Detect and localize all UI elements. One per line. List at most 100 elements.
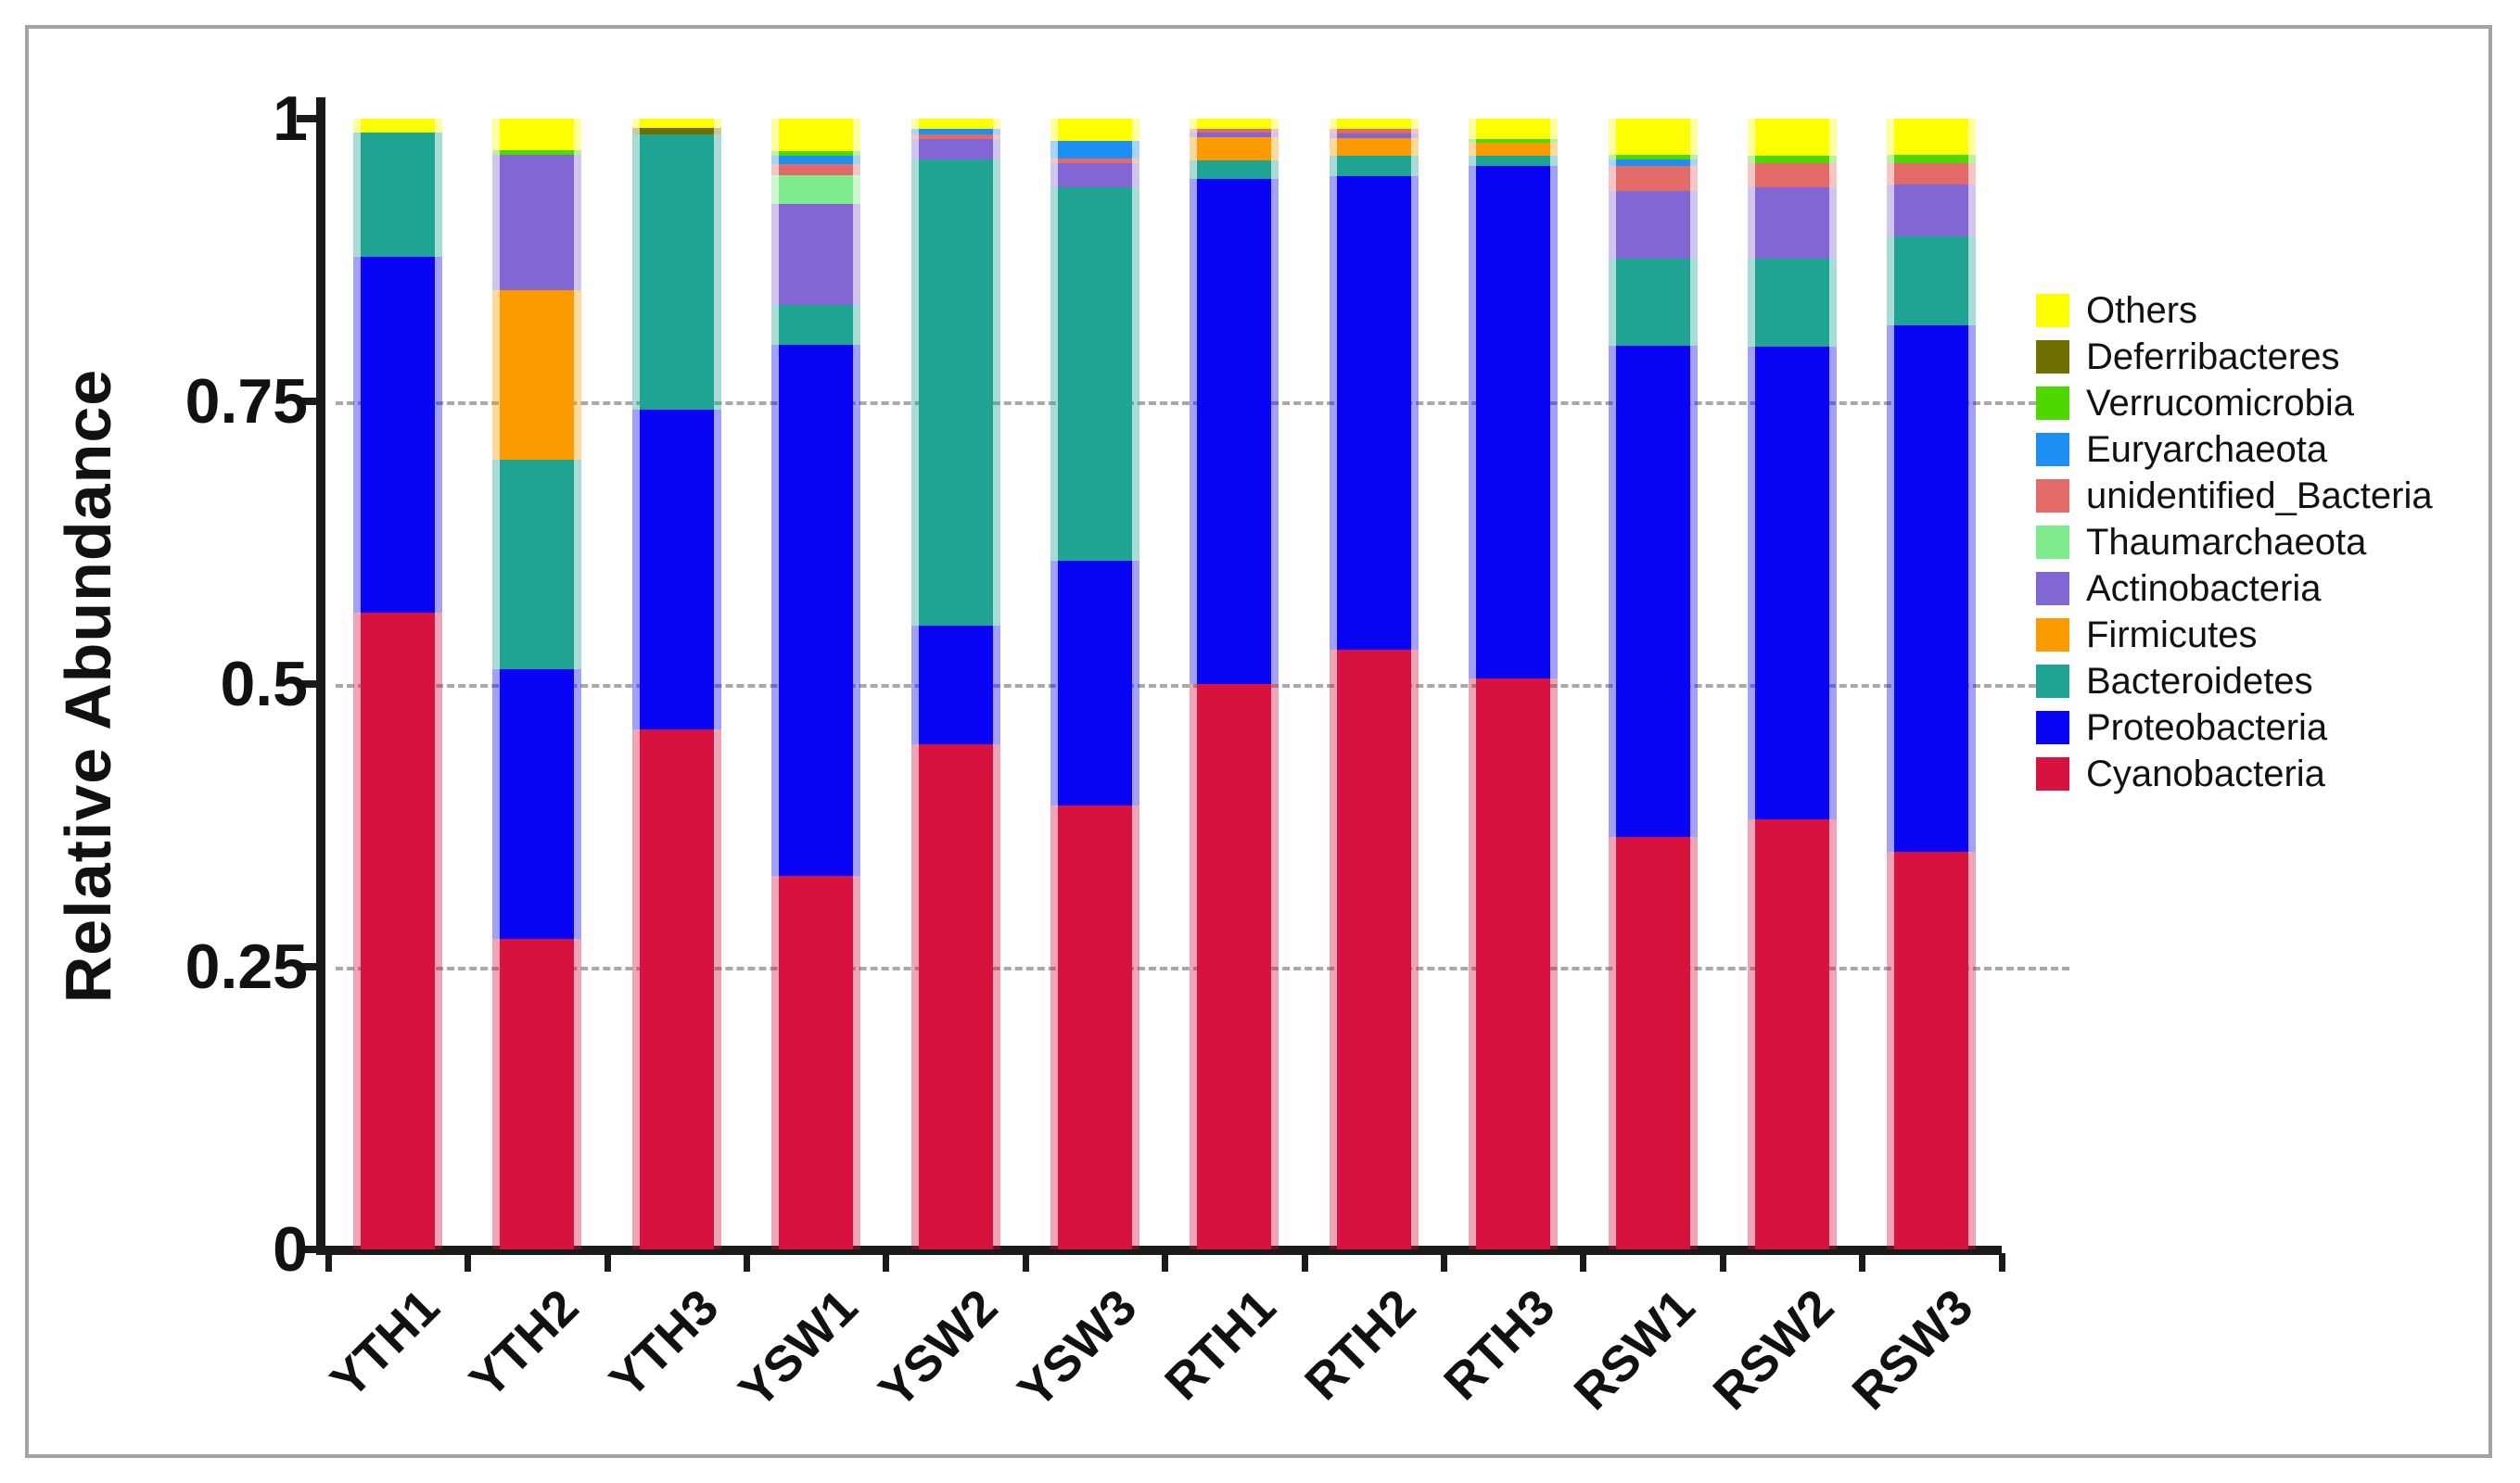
- bar-segment-Others: [1469, 119, 1559, 139]
- bar-segment-Actinobacteria: [1608, 191, 1698, 260]
- bar-segment-Proteobacteria: [1887, 325, 1977, 852]
- bar-segment-Cyanobacteria: [1887, 851, 1977, 1249]
- x-tick-mark: [1719, 1253, 1726, 1272]
- bar-RTH3: [1469, 119, 1559, 1249]
- legend-label: Cyanobacteria: [2086, 754, 2325, 794]
- legend-label: Bacteroidetes: [2086, 661, 2313, 702]
- bar-segment-Verrucomicrobia: [771, 151, 861, 157]
- legend-swatch-icon: [2036, 618, 2069, 652]
- bar-segment-Proteobacteria: [1608, 346, 1698, 837]
- bar-segment-Others: [631, 119, 721, 128]
- x-tick-mark: [465, 1253, 472, 1272]
- legend-swatch-icon: [2036, 711, 2069, 744]
- bar-segment-Cyanobacteria: [1608, 836, 1698, 1249]
- y-tick-mark: [297, 115, 321, 122]
- bar-segment-unidentified_Bacteria: [1050, 158, 1139, 163]
- bar-segment-Others: [1748, 119, 1837, 157]
- bar-RSW1: [1608, 119, 1698, 1249]
- bar-segment-Proteobacteria: [1329, 176, 1419, 651]
- x-tick-mark: [1441, 1253, 1447, 1272]
- bar-segment-Bacteroidetes: [1608, 259, 1698, 347]
- legend-item-Thaumarchaeota: Thaumarchaeota: [2036, 519, 2433, 565]
- bar-segment-Actinobacteria: [1748, 187, 1837, 260]
- y-tick-label: 0: [273, 1214, 308, 1285]
- x-tick-mark: [1301, 1253, 1308, 1272]
- x-axis-line: [316, 1246, 2002, 1255]
- bar-segment-unidentified_Bacteria: [1190, 129, 1279, 133]
- y-tick-mark: [297, 680, 321, 688]
- bar-segment-Actinobacteria: [910, 139, 1000, 159]
- y-tick-mark: [297, 1246, 321, 1253]
- bar-RTH2: [1329, 119, 1419, 1249]
- y-tick-label: 0.75: [185, 366, 308, 437]
- x-tick-mark: [1162, 1253, 1169, 1272]
- bar-segment-Cyanobacteria: [1748, 819, 1837, 1249]
- bar-segment-unidentified_Bacteria: [1748, 162, 1837, 188]
- bar-segment-Verrucomicrobia: [1887, 155, 1977, 163]
- legend-swatch-icon: [2036, 479, 2069, 513]
- bar-segment-Verrucomicrobia: [1748, 156, 1837, 163]
- bar-segment-unidentified_Bacteria: [1329, 129, 1419, 133]
- bar-segment-Bacteroidetes: [1190, 160, 1279, 179]
- bar-segment-Cyanobacteria: [631, 729, 721, 1249]
- x-tick-mark: [1580, 1253, 1587, 1272]
- bar-segment-Proteobacteria: [492, 669, 582, 939]
- bar-segment-Cyanobacteria: [1050, 805, 1139, 1249]
- legend-item-Cyanobacteria: Cyanobacteria: [2036, 751, 2433, 797]
- bar-segment-Cyanobacteria: [353, 613, 442, 1249]
- y-tick-mark: [297, 963, 321, 970]
- bar-segment-Cyanobacteria: [1469, 678, 1559, 1249]
- bar-segment-Cyanobacteria: [771, 876, 861, 1249]
- bar-segment-Others: [1887, 119, 1977, 156]
- bar-segment-Proteobacteria: [1190, 178, 1279, 684]
- bar-segment-Cyanobacteria: [910, 743, 1000, 1249]
- bar-segment-Euryarchaeota: [771, 156, 861, 164]
- bar-segment-Bacteroidetes: [1748, 259, 1837, 348]
- legend-label: Others: [2086, 290, 2198, 331]
- legend-item-Firmicutes: Firmicutes: [2036, 612, 2433, 658]
- legend-item-Bacteroidetes: Bacteroidetes: [2036, 658, 2433, 704]
- legend-label: unidentified_Bacteria: [2086, 475, 2433, 516]
- bar-YSW1: [771, 119, 861, 1249]
- bar-RTH1: [1190, 119, 1279, 1249]
- bar-YSW2: [910, 119, 1000, 1249]
- legend-swatch-icon: [2036, 526, 2069, 559]
- bar-segment-Actinobacteria: [1050, 162, 1139, 188]
- bar-RSW3: [1887, 119, 1977, 1249]
- bar-segment-Proteobacteria: [1050, 561, 1139, 805]
- legend-label: Firmicutes: [2086, 615, 2258, 655]
- legend-label: Thaumarchaeota: [2086, 522, 2367, 563]
- bar-segment-Cyanobacteria: [1329, 650, 1419, 1249]
- bar-segment-Proteobacteria: [771, 345, 861, 877]
- bar-segment-Bacteroidetes: [1887, 235, 1977, 326]
- bar-segment-Actinobacteria: [1329, 133, 1419, 138]
- bar-segment-Proteobacteria: [1748, 347, 1837, 820]
- legend-label: Proteobacteria: [2086, 707, 2328, 748]
- bar-segment-unidentified_Bacteria: [771, 163, 861, 176]
- x-tick-mark: [1022, 1253, 1029, 1272]
- bar-segment-Others: [1190, 119, 1279, 130]
- bar-YTH1: [353, 119, 442, 1249]
- bar-segment-Cyanobacteria: [1190, 684, 1279, 1249]
- bar-segment-Euryarchaeota: [910, 129, 1000, 135]
- y-tick-label: 1: [273, 83, 308, 154]
- bar-segment-Firmicutes: [1469, 142, 1559, 157]
- bar-segment-Firmicutes: [1329, 137, 1419, 157]
- bar-segment-Bacteroidetes: [492, 460, 582, 670]
- bar-segment-Deferribacteres: [631, 127, 721, 135]
- bar-segment-Bacteroidetes: [910, 158, 1000, 626]
- bar-segment-Actinobacteria: [1190, 132, 1279, 137]
- bar-segment-Euryarchaeota: [1050, 141, 1139, 158]
- legend: Others Deferribacteres Verrucomicrobia Eury…: [2036, 287, 2433, 797]
- legend-swatch-icon: [2036, 665, 2069, 698]
- legend-swatch-icon: [2036, 433, 2069, 466]
- bar-segment-unidentified_Bacteria: [1887, 162, 1977, 184]
- bar-YTH3: [631, 119, 721, 1249]
- bar-segment-Proteobacteria: [631, 409, 721, 729]
- bar-segment-Verrucomicrobia: [1469, 139, 1559, 143]
- legend-swatch-icon: [2036, 572, 2069, 605]
- legend-item-Actinobacteria: Actinobacteria: [2036, 565, 2433, 612]
- legend-swatch-icon: [2036, 294, 2069, 327]
- bar-segment-Bacteroidetes: [1329, 156, 1419, 177]
- legend-label: Deferribacteres: [2086, 336, 2340, 377]
